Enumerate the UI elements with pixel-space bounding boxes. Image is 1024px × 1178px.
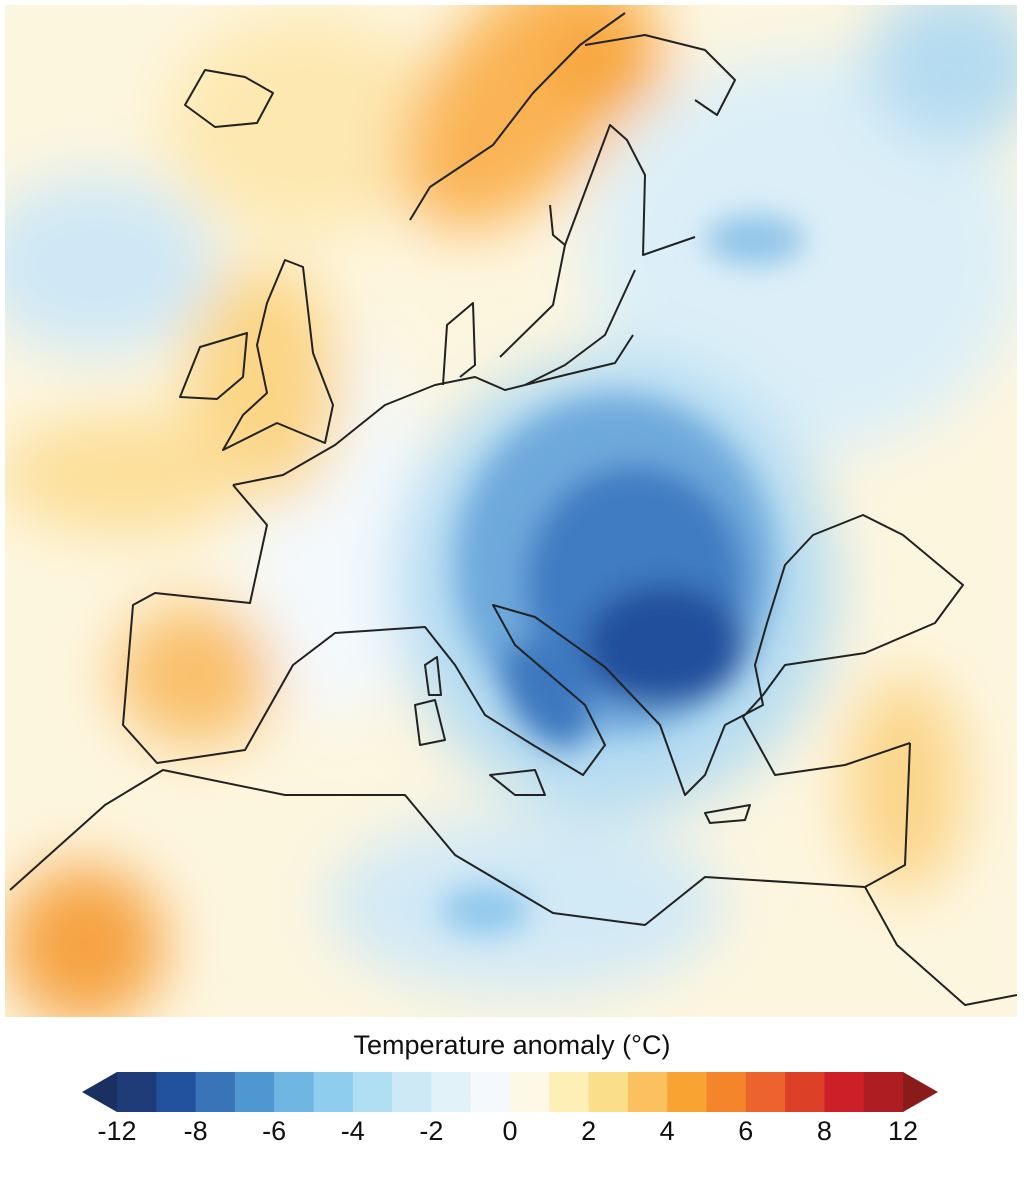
coastline-islands xyxy=(414,656,751,824)
colorbar-segment xyxy=(195,1072,236,1112)
coastlines xyxy=(9,12,1017,1006)
colorbar-segment xyxy=(863,1072,904,1112)
colorbar-tick-label: 0 xyxy=(502,1116,518,1146)
colorbar-tick-label: 4 xyxy=(659,1116,675,1146)
colorbar-segment xyxy=(117,1072,157,1112)
coastline-denmark xyxy=(442,302,476,386)
colorbar-tick-label: -8 xyxy=(183,1116,208,1146)
colorbar-segment xyxy=(627,1072,668,1112)
colorbar-segment xyxy=(824,1072,865,1112)
colorbar-segment xyxy=(470,1072,511,1112)
coastline-continent xyxy=(122,334,964,796)
coastline-north-africa xyxy=(9,742,1017,1006)
colorbar-segment xyxy=(392,1072,432,1112)
coastline-great-britain xyxy=(222,259,334,451)
anomaly-field xyxy=(5,5,1017,1017)
colorbar-segment xyxy=(785,1072,825,1112)
colorbar-segment xyxy=(667,1072,707,1112)
colorbar-segment xyxy=(234,1072,275,1112)
colorbar xyxy=(82,1072,938,1112)
colorbar-tick-label: -12 xyxy=(97,1116,137,1146)
colorbar-tick-label: 2 xyxy=(581,1116,597,1146)
coastline-sweden-baltic xyxy=(499,244,636,386)
colorbar-under-arrow xyxy=(82,1072,117,1112)
colorbar-tick-label: -4 xyxy=(340,1116,365,1146)
colorbar-tick-label: -6 xyxy=(262,1116,287,1146)
colorbar-segment xyxy=(510,1072,550,1112)
coastline-scandinavia xyxy=(409,12,736,256)
colorbar-segment xyxy=(588,1072,629,1112)
temperature-anomaly-map xyxy=(5,5,1017,1017)
colorbar-over-arrow xyxy=(903,1072,938,1112)
colorbar-title: Temperature anomaly (°C) xyxy=(353,1030,671,1060)
colorbar-tick-label: 12 xyxy=(887,1116,919,1146)
colorbar-tick-label: 8 xyxy=(816,1116,832,1146)
colorbar-segment xyxy=(745,1072,786,1112)
colorbar-tick-label: -2 xyxy=(419,1116,444,1146)
colorbar-segment xyxy=(274,1072,314,1112)
colorbar-segment xyxy=(352,1072,393,1112)
colorbar-segment xyxy=(549,1072,590,1112)
colorbar-segment xyxy=(156,1072,197,1112)
colorbar-segment xyxy=(431,1072,472,1112)
colorbar-segment xyxy=(706,1072,747,1112)
colorbar-tick-label: 6 xyxy=(738,1116,754,1146)
colorbar-segment xyxy=(313,1072,354,1112)
coastline-ireland xyxy=(179,332,248,400)
coastline-iceland xyxy=(184,69,274,128)
